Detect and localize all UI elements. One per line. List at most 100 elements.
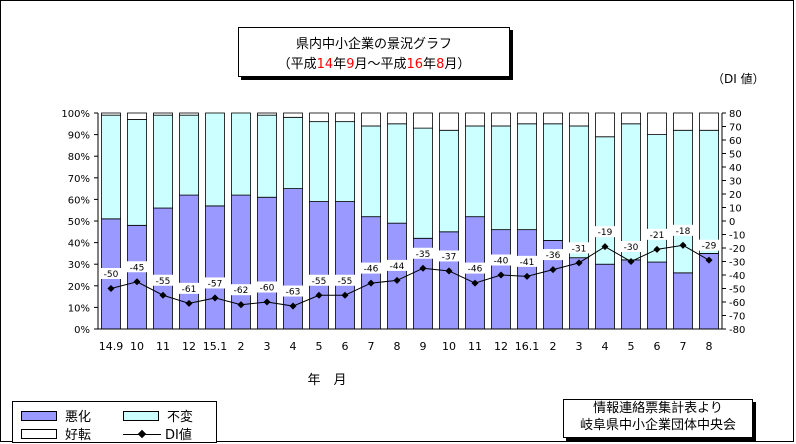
di-data-label: -29	[702, 242, 717, 252]
bar-worse	[153, 207, 173, 330]
right-tick-label: 0	[729, 217, 735, 228]
legend: 悪化 不変 好転 DI値	[12, 401, 217, 443]
right-tick-label: -70	[729, 312, 745, 323]
bar-unchanged	[101, 114, 121, 220]
left-tick-label: 80%	[68, 152, 90, 163]
di-point	[601, 243, 609, 251]
bar-unchanged	[543, 123, 563, 241]
di-point	[575, 259, 583, 267]
bar-unchanged	[257, 114, 277, 198]
bar-unchanged	[621, 123, 641, 261]
legend-swatch-better	[21, 428, 57, 439]
di-data-label: -46	[364, 265, 379, 275]
di-label-bg	[517, 255, 537, 267]
legend-item-worse: 悪化	[21, 406, 91, 425]
right-tick-label: -40	[729, 271, 745, 282]
di-point	[705, 256, 713, 264]
di-data-label: -63	[286, 288, 301, 298]
right-tick-label: 10	[729, 204, 742, 215]
left-tick-label: 10%	[68, 303, 90, 314]
di-label-bg	[569, 242, 589, 254]
bar-better	[699, 112, 719, 131]
di-point	[627, 257, 635, 266]
di-point	[159, 291, 167, 299]
di-data-label: -46	[468, 265, 483, 275]
di-series-line	[110, 244, 710, 307]
di-label-bg	[439, 250, 459, 262]
legend-label-worse: 悪化	[65, 410, 92, 425]
di-data-label: -44	[390, 262, 405, 272]
bar-better	[543, 112, 563, 125]
bar-unchanged	[517, 123, 537, 231]
right-tick-label: 60	[729, 136, 742, 147]
bar-better	[673, 112, 693, 131]
legend-swatch-unchanged	[123, 410, 159, 421]
bar-worse	[595, 263, 615, 330]
legend-swatch-di	[123, 429, 161, 439]
x-tick-label: 16.1	[515, 340, 540, 353]
di-label-bg	[179, 282, 199, 294]
di-data-label: -50	[104, 270, 119, 280]
x-tick-label: 4	[290, 340, 297, 353]
x-tick-label: 8	[706, 340, 713, 353]
right-tick-label: -60	[729, 298, 745, 309]
source-line2: 岐阜県中小企業団体中央会	[579, 418, 736, 433]
di-point	[315, 291, 323, 299]
x-tick-label: 15.1	[203, 340, 228, 353]
di-label-bg	[205, 277, 225, 289]
bar-better	[335, 112, 355, 123]
di-label-bg	[387, 259, 407, 271]
x-tick-label: 11	[156, 340, 170, 353]
di-label-bg	[543, 249, 563, 261]
bar-better	[283, 112, 303, 118]
di-data-label: -30	[624, 243, 639, 253]
right-tick-label: -10	[729, 231, 745, 242]
bar-better	[257, 112, 277, 116]
bar-unchanged	[231, 112, 251, 196]
di-data-label: -21	[650, 231, 665, 241]
bar-worse	[647, 261, 667, 330]
bar-better	[439, 112, 459, 131]
di-label-bg	[413, 247, 433, 259]
left-tick-label: 0%	[74, 325, 90, 336]
di-data-label: -55	[312, 277, 327, 287]
bar-unchanged	[205, 112, 225, 207]
di-data-label: -36	[546, 251, 561, 261]
bar-better	[595, 112, 615, 138]
source-note: 情報連絡票集計表より 岐阜県中小企業団体中央会	[563, 399, 753, 438]
bar-better	[179, 112, 199, 116]
left-tick-label: 30%	[68, 260, 90, 271]
legend-item-better: 好転	[21, 424, 91, 443]
legend-item-unchanged: 不変	[123, 406, 193, 425]
bar-better	[361, 112, 381, 127]
x-tick-label: 12	[182, 340, 196, 353]
left-tick-label: 60%	[68, 195, 90, 206]
bar-unchanged	[439, 129, 459, 233]
x-tick-label: 5	[316, 340, 323, 353]
right-tick-label: 40	[729, 163, 742, 174]
x-tick-label: 10	[130, 340, 144, 353]
bar-unchanged	[413, 127, 433, 239]
di-point	[133, 278, 141, 286]
di-label-bg	[309, 274, 329, 286]
x-tick-label: 6	[342, 340, 349, 353]
bar-worse	[387, 222, 407, 330]
di-point	[497, 271, 505, 279]
di-data-label: -41	[520, 258, 535, 268]
legend-item-di: DI値	[123, 424, 192, 443]
di-point	[263, 298, 271, 306]
chart-title-line2: （平成14年9月～平成16年8月）	[277, 57, 471, 72]
di-data-label: -37	[442, 252, 457, 262]
di-point	[549, 266, 557, 274]
bar-unchanged	[309, 121, 329, 202]
x-axis-label: 年 月	[307, 373, 346, 388]
legend-label-better: 好転	[65, 428, 92, 443]
di-point	[471, 279, 479, 287]
x-tick-label: 7	[368, 340, 375, 353]
di-label-bg	[621, 241, 641, 252]
di-point	[237, 301, 245, 309]
bar-unchanged	[361, 125, 381, 218]
bar-worse	[491, 229, 511, 330]
di-data-label: -40	[494, 257, 509, 267]
right-tick-label: -50	[729, 285, 745, 296]
